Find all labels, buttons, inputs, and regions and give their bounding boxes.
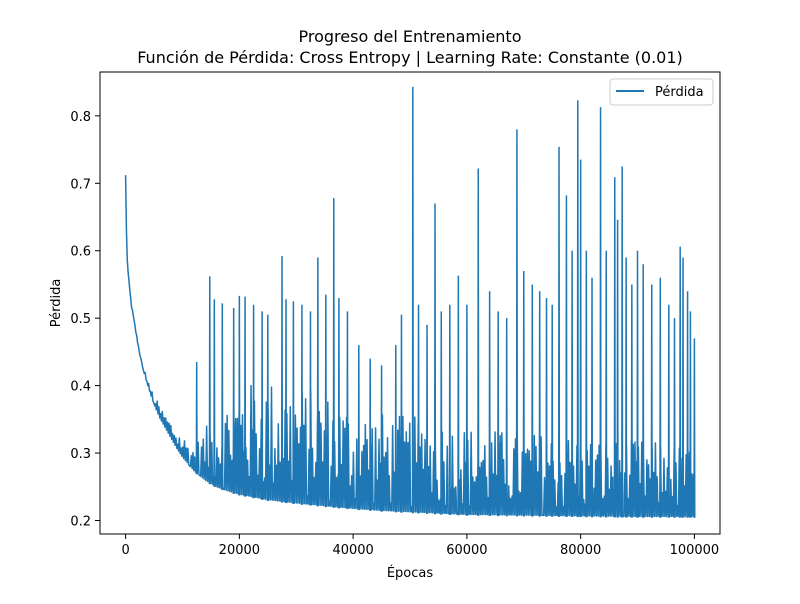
- loss-spike: [621, 166, 624, 518]
- loss-spike: [551, 304, 554, 517]
- loss-spike: [599, 107, 602, 518]
- loss-spike: [394, 345, 397, 513]
- y-tick-label: 0.2: [70, 515, 91, 530]
- x-tick-label: 0: [121, 543, 129, 558]
- x-axis-label: Épocas: [387, 565, 434, 581]
- loss-spike: [195, 362, 198, 475]
- loss-spike: [221, 303, 224, 491]
- x-tick-label: 20000: [219, 543, 260, 558]
- loss-spike: [440, 311, 443, 515]
- loss-spike: [380, 365, 383, 512]
- loss-spike: [650, 284, 653, 518]
- loss-spike: [448, 304, 451, 515]
- loss-spike: [488, 291, 491, 517]
- loss-spike: [232, 308, 235, 494]
- y-tick-label: 0.4: [70, 380, 91, 395]
- x-tick-label: 60000: [446, 543, 487, 558]
- loss-spike: [579, 159, 582, 518]
- loss-spike: [316, 257, 319, 507]
- chart-subtitle: Función de Pérdida: Cross Entropy | Lear…: [137, 48, 683, 67]
- loss-spike: [659, 277, 662, 518]
- loss-spike: [300, 304, 304, 505]
- loss-spike: [585, 250, 588, 518]
- loss-spike: [642, 264, 645, 518]
- y-axis: 0.2 0.3 0.4 0.5 0.6 0.7 0.8: [70, 110, 100, 530]
- loss-spike: [238, 295, 241, 496]
- loss-spike: [357, 345, 360, 511]
- loss-spike: [576, 100, 579, 518]
- x-tick-label: 100000: [670, 543, 720, 558]
- loss-spike: [636, 250, 639, 518]
- loss-spike: [261, 311, 264, 500]
- loss-spike: [545, 297, 548, 517]
- loss-spike: [505, 318, 508, 517]
- plot-frame: [99, 71, 721, 535]
- loss-spike: [433, 203, 437, 515]
- loss-spike: [616, 219, 619, 518]
- chart-title: Progreso del Entrenamiento: [299, 27, 522, 46]
- loss-spike: [522, 270, 525, 517]
- loss-spike: [213, 299, 216, 487]
- loss-spike: [693, 338, 696, 518]
- loss-spike: [630, 284, 633, 518]
- loss-spike: [417, 304, 420, 514]
- loss-spike: [208, 276, 211, 485]
- x-tick-label: 40000: [332, 543, 373, 558]
- loss-spike: [605, 250, 608, 518]
- loss-spike: [625, 257, 628, 518]
- y-tick-label: 0.5: [70, 312, 91, 327]
- loss-spike: [557, 146, 561, 517]
- loss-spike: [497, 311, 500, 517]
- y-axis-label: Pérdida: [49, 279, 64, 328]
- loss-spike: [292, 301, 295, 504]
- loss-spike: [531, 284, 534, 517]
- loss-spike: [411, 86, 414, 514]
- legend-box: [609, 78, 714, 106]
- loss-spike: [590, 277, 594, 518]
- loss-spike: [673, 318, 676, 518]
- y-tick-label: 0.3: [70, 447, 91, 462]
- loss-spike: [332, 198, 335, 508]
- loss-spike: [457, 275, 460, 516]
- loss-spike: [400, 314, 403, 513]
- legend-label: Pérdida: [655, 85, 704, 100]
- loss-spike: [309, 311, 312, 506]
- loss-spike: [284, 299, 288, 504]
- loss-spike: [515, 129, 519, 517]
- loss-spike: [686, 291, 689, 518]
- loss-spike: [280, 256, 284, 503]
- loss-spike: [425, 324, 429, 514]
- series-layer: [124, 86, 696, 518]
- plot-area: [99, 71, 721, 535]
- y-tick-label: 0.8: [70, 110, 91, 125]
- loss-spike: [571, 250, 574, 518]
- loss-line: [124, 175, 695, 518]
- loss-spike: [681, 257, 685, 518]
- loss-spike: [667, 304, 670, 518]
- x-axis: 0 20000 40000 60000 80000 100000: [121, 534, 719, 558]
- legend: Pérdida: [609, 78, 714, 106]
- loss-spike: [565, 195, 568, 517]
- loss-spike: [689, 311, 692, 518]
- loss-spike: [538, 291, 541, 517]
- loss-spike: [266, 314, 269, 501]
- y-tick-label: 0.7: [70, 177, 91, 192]
- loss-spike: [465, 304, 468, 516]
- x-tick-label: 80000: [560, 543, 601, 558]
- loss-spike: [346, 311, 349, 510]
- loss-spike: [679, 246, 682, 518]
- loss-spike: [477, 168, 480, 516]
- y-tick-label: 0.6: [70, 245, 91, 260]
- loss-spike: [613, 177, 616, 518]
- loss-spike: [369, 358, 372, 511]
- loss-spike: [243, 296, 247, 497]
- loss-spike: [252, 304, 255, 499]
- loss-spike: [337, 297, 340, 509]
- loss-spike: [324, 294, 327, 508]
